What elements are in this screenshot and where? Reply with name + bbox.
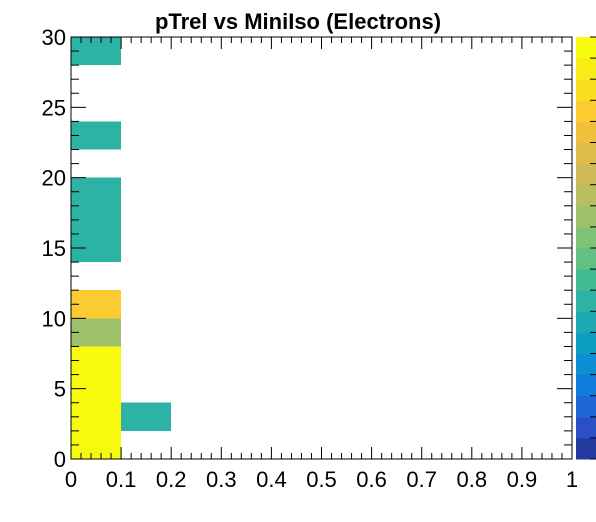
colorbar-segment: [576, 58, 596, 80]
x-tick-label: 0.9: [507, 467, 538, 492]
colorbar-segment: [576, 395, 596, 418]
heatmap-cell-8: [71, 205, 122, 234]
colorbar-segment: [576, 416, 596, 439]
x-tick-label: 0.2: [156, 467, 187, 492]
x-tick-label: 0.7: [406, 467, 437, 492]
colorbar-segment: [576, 100, 596, 122]
colorbar-segment: [576, 226, 596, 249]
x-tick-label: 0.3: [206, 467, 237, 492]
colorbar-segment: [576, 163, 596, 186]
colorbar-segment: [576, 79, 596, 101]
y-tick-label: 25: [42, 95, 66, 120]
colorbar-segment: [576, 311, 596, 333]
x-tick-label: 0.5: [306, 467, 337, 492]
colorbar-segment: [576, 205, 596, 228]
x-tick-label: 0.4: [256, 467, 287, 492]
colorbar-segment: [576, 248, 596, 270]
x-tick-label: 0.1: [106, 467, 137, 492]
heatmap-cell-11: [71, 37, 122, 66]
y-tick-label: 0: [54, 447, 66, 472]
colorbar-segment: [576, 353, 596, 376]
x-tick-labels: 0 0.1 0.2 0.3 0.4 0.5 0.6 0.7 0.8 0.9 1: [65, 467, 578, 492]
colorbar-segment: [576, 142, 596, 165]
colorbar-segment: [576, 332, 596, 354]
colorbar-segment: [576, 269, 596, 291]
heatmap-cell-9: [71, 177, 122, 206]
heatmap-cell-5: [71, 318, 122, 347]
colorbar-segment: [576, 374, 596, 397]
x-tick-label: 1: [566, 467, 578, 492]
chart-title: pTrel vs MiniIso (Electrons): [155, 9, 441, 34]
x-tick-label: 0.6: [356, 467, 387, 492]
colorbar-segment: [576, 290, 596, 312]
heatmap-cell-4: [121, 402, 172, 431]
y-tick-label: 20: [42, 166, 66, 191]
x-tick-label: 0: [65, 467, 77, 492]
heatmap-cell-3: [71, 346, 122, 375]
cells-layer: [71, 37, 172, 459]
x-tick-label: 0.8: [457, 467, 488, 492]
plot-frame: [70, 36, 573, 460]
colorbar-segment: [576, 121, 596, 143]
heatmap-cell-1: [71, 402, 122, 431]
ticks-layer: [70, 36, 573, 460]
colorbar-segment: [576, 184, 596, 207]
y-tick-label: 10: [42, 306, 66, 331]
y-tick-labels: 0 5 10 15 20 25 30: [42, 25, 66, 472]
heatmap-cell-10: [71, 121, 122, 150]
colorbar: [576, 36, 596, 460]
colorbar-segment: [576, 437, 596, 460]
y-tick-label: 5: [54, 377, 66, 402]
heatmap-cell-6: [71, 290, 122, 319]
y-tick-label: 15: [42, 236, 66, 261]
heatmap-cell-0: [71, 430, 122, 459]
y-tick-label: 30: [42, 25, 66, 50]
colorbar-segment: [576, 37, 596, 59]
